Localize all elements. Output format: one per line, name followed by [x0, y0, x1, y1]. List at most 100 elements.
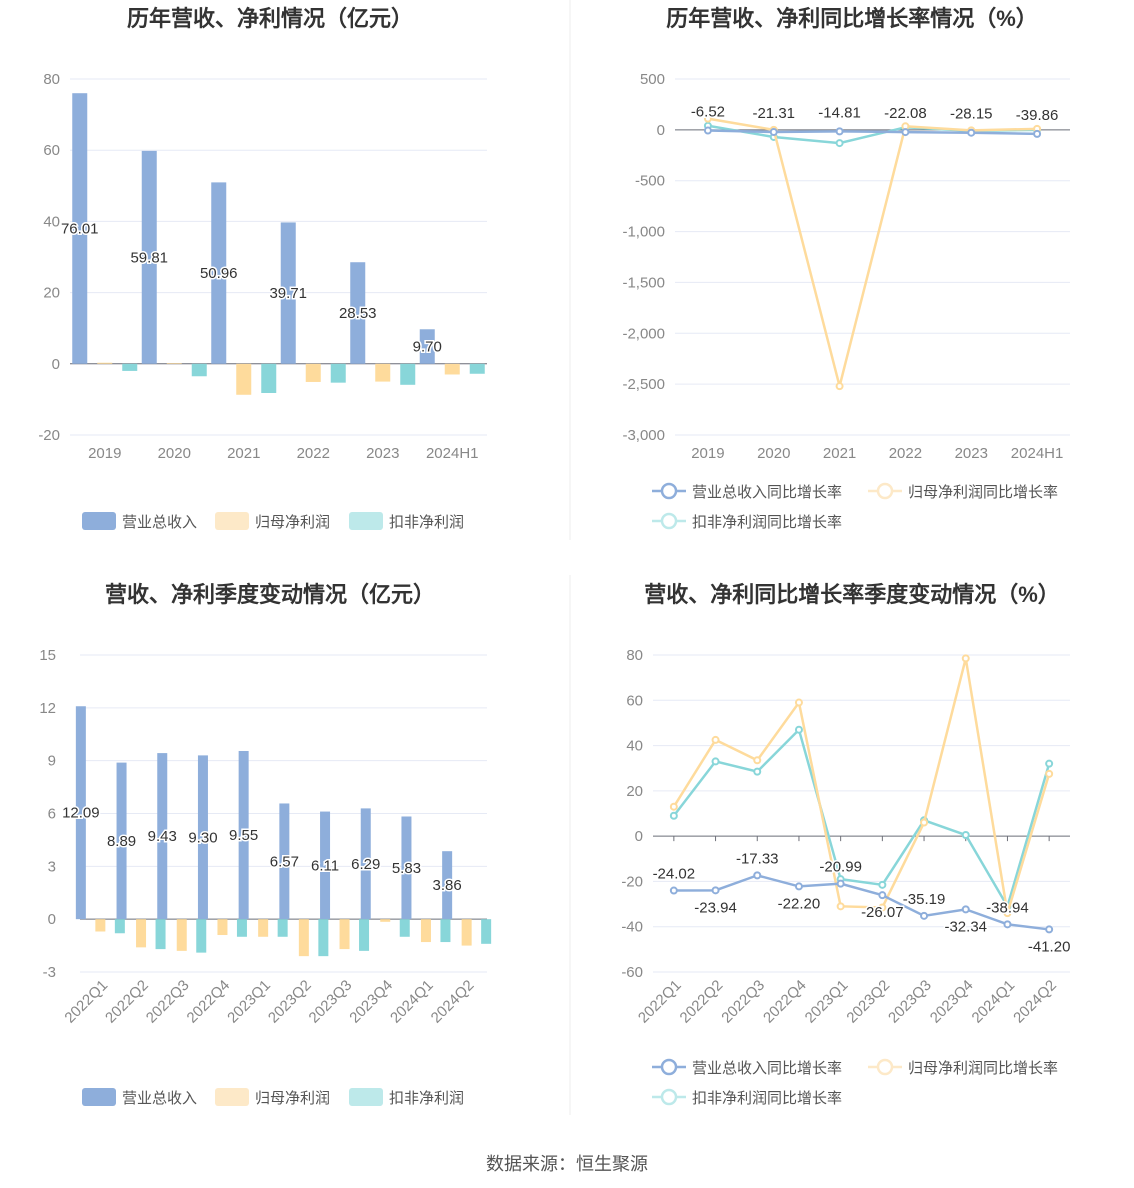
legend-marker-icon [660, 1058, 678, 1076]
bar-deducted-profit [114, 919, 125, 934]
data-point [836, 902, 845, 911]
data-point [769, 128, 778, 137]
data-label: -20.99 [819, 859, 862, 876]
legend-label: 扣非净利润同比增长率 [692, 514, 842, 531]
bar-deducted-profit [440, 919, 451, 943]
data-label: -22.08 [884, 105, 927, 122]
y-tick-label: -500 [635, 173, 665, 190]
data-label: -17.33 [736, 850, 779, 867]
data-point [835, 382, 844, 391]
legend-marker-icon [876, 482, 894, 500]
x-tick-label: 2023Q2 [843, 977, 893, 1027]
x-tick-label: 2020 [158, 445, 191, 462]
data-label: -38.94 [986, 899, 1029, 916]
legend-label: 归母净利润 [255, 514, 330, 531]
bar-deducted-profit [261, 363, 277, 393]
data-point [878, 903, 887, 912]
bar-revenue [360, 808, 371, 920]
bar-net-profit [375, 363, 391, 382]
data-point [711, 886, 720, 895]
bar-deducted-profit [122, 363, 138, 371]
legend-swatch [349, 512, 383, 530]
y-tick-label: 0 [52, 356, 60, 373]
data-point [711, 757, 720, 766]
bar-net-profit [176, 919, 187, 951]
bar-net-profit [444, 363, 460, 375]
x-tick-label: 2023 [366, 445, 399, 462]
data-label: 39.71 [269, 285, 307, 302]
legend-label: 营业总收入 [122, 514, 197, 531]
legend-label: 扣非净利润 [389, 514, 464, 531]
data-source: 数据来源：恒生聚源 [486, 1154, 648, 1174]
bar-revenue [279, 803, 290, 920]
data-point [711, 735, 720, 744]
y-tick-label: 40 [43, 213, 60, 230]
data-point [961, 831, 970, 840]
y-tick-label: 20 [626, 783, 643, 800]
x-tick-label: 2019 [88, 445, 121, 462]
bar-revenue [72, 93, 88, 364]
data-point [1003, 920, 1012, 929]
legend-marker-icon [876, 1058, 894, 1076]
x-tick-label: 2022Q3 [718, 977, 768, 1027]
x-tick-label: 2024Q2 [428, 977, 478, 1027]
data-point [794, 698, 803, 707]
bar-deducted-profit [359, 919, 370, 951]
data-label: 12.09 [62, 805, 100, 822]
legend-label: 营业总收入 [122, 1090, 197, 1107]
legend-swatch [349, 1088, 383, 1106]
bar-revenue [419, 329, 435, 364]
legend-swatch [215, 512, 249, 530]
data-point [703, 114, 712, 123]
legend-marker-icon [660, 1088, 678, 1106]
x-tick-label: 2023Q2 [265, 977, 315, 1027]
data-label: 28.53 [339, 305, 377, 322]
data-label: 76.01 [61, 221, 99, 238]
bar-net-profit [298, 919, 309, 957]
legend-label: 营业总收入同比增长率 [692, 484, 842, 501]
data-label: -41.20 [1028, 938, 1071, 955]
bar-deducted-profit [481, 919, 492, 944]
y-tick-label: -2,500 [622, 376, 665, 393]
y-tick-label: 80 [43, 71, 60, 88]
y-tick-label: 20 [43, 285, 60, 302]
bar-revenue [75, 706, 86, 920]
data-label: -22.20 [778, 895, 821, 912]
x-tick-label: 2023Q1 [224, 977, 274, 1027]
bar-deducted-profit [469, 363, 485, 374]
bar-revenue [116, 762, 127, 920]
data-point [878, 891, 887, 900]
data-point [669, 811, 678, 820]
data-label: 59.81 [130, 249, 168, 266]
data-point [1045, 759, 1054, 768]
data-label: -39.86 [1016, 107, 1059, 124]
legend-label: 归母净利润 [255, 1090, 330, 1107]
y-tick-label: 12 [39, 700, 56, 717]
legend-swatch [82, 512, 116, 530]
series-line [673, 874, 1050, 931]
x-tick-label: 2022Q1 [635, 977, 685, 1027]
y-tick-label: 500 [640, 71, 665, 88]
data-label: 9.55 [229, 827, 258, 844]
bar-deducted-profit [236, 919, 247, 937]
chart-title: 历年营收、净利情况（亿元） [127, 6, 413, 31]
data-point [967, 128, 976, 137]
data-label: -26.07 [861, 904, 904, 921]
y-tick-label: 0 [635, 828, 643, 845]
data-label: 9.70 [413, 339, 442, 356]
x-tick-label: 2021 [823, 445, 856, 462]
x-tick-label: 2020 [757, 445, 790, 462]
bar-deducted-profit [191, 363, 207, 377]
x-tick-label: 2024H1 [426, 445, 479, 462]
legend-marker-icon [660, 482, 678, 500]
series-line [672, 727, 1051, 910]
x-tick-label: 2024H1 [1011, 445, 1064, 462]
bar-deducted-profit [277, 919, 288, 937]
y-tick-label: 3 [48, 858, 56, 875]
bar-net-profit [420, 919, 431, 943]
data-label: 6.11 [311, 857, 339, 874]
data-point [1045, 769, 1054, 778]
x-tick-label: 2022Q4 [760, 977, 810, 1027]
x-tick-label: 2023 [955, 445, 988, 462]
